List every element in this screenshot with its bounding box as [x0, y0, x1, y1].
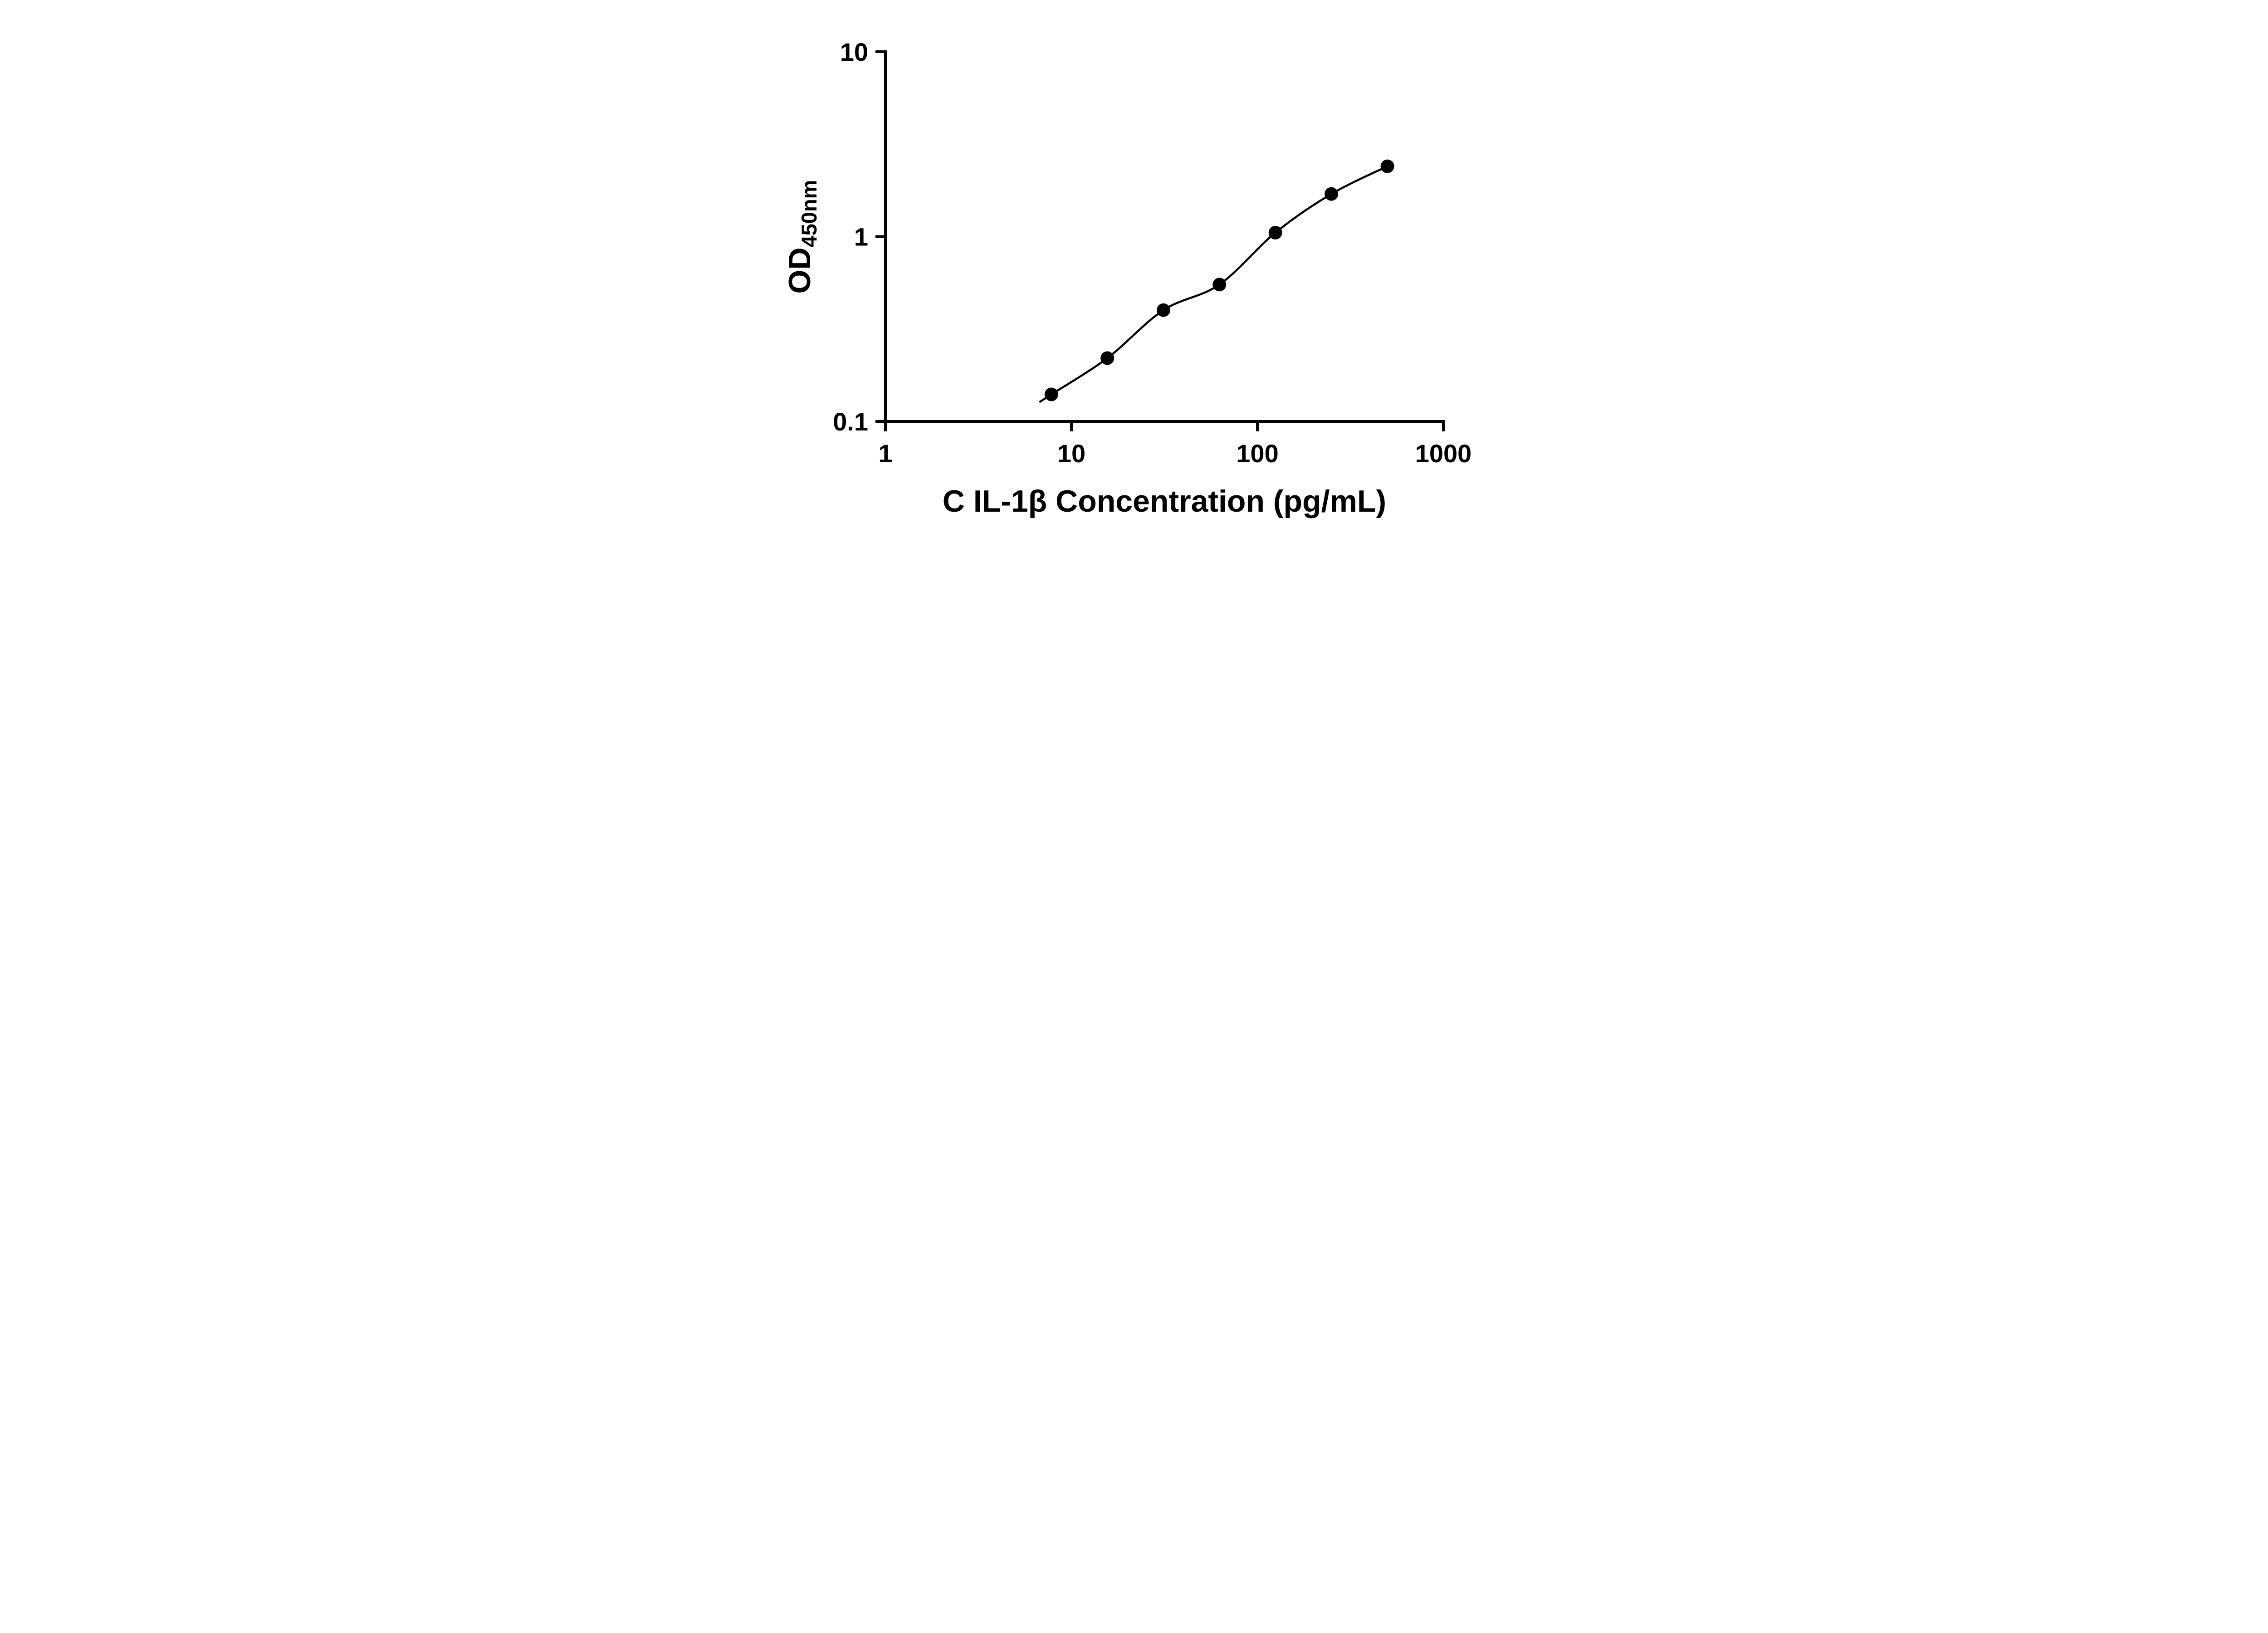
x-tick-label: 10	[1057, 439, 1085, 468]
data-point-marker	[1268, 225, 1282, 240]
x-tick-label: 1	[878, 439, 892, 468]
axis-ticks	[875, 50, 1445, 431]
standard-curve-chart: 1 10 100 1000 0.1 1 10 C IL-1β Concentration (…	[753, 0, 1515, 544]
data-point-marker	[1325, 187, 1339, 201]
x-tick-label: 100	[1236, 439, 1278, 468]
y-axis-title: OD450nm	[782, 180, 821, 294]
data-point-marker	[1100, 351, 1114, 365]
y-tick-label: 10	[840, 38, 868, 66]
data-points	[1044, 159, 1394, 401]
axis-tick-labels: 1 10 100 1000 0.1 1 10	[833, 38, 1471, 468]
y-tick-label: 0.1	[833, 407, 868, 436]
data-point-marker	[1044, 387, 1058, 401]
y-tick-label: 1	[854, 223, 868, 251]
x-axis-title: C IL-1β Concentration (pg/mL)	[943, 484, 1386, 518]
data-point-marker	[1212, 278, 1227, 292]
data-point-marker	[1380, 159, 1394, 173]
x-tick-label: 1000	[1415, 439, 1472, 468]
axes	[884, 50, 1445, 423]
elisa-standard-curve-figure: 1 10 100 1000 0.1 1 10 C IL-1β Concentration (…	[753, 0, 1515, 544]
data-point-marker	[1156, 303, 1170, 317]
